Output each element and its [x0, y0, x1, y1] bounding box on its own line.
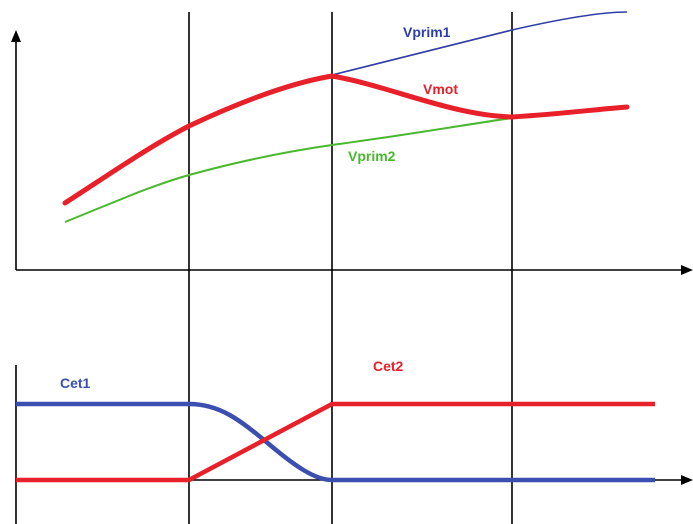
cet1-curve [16, 401, 655, 483]
vprim2-label: Vprim2 [348, 148, 396, 164]
vmot-curve [62, 73, 630, 206]
cet2-curve [16, 401, 655, 483]
vprim1-label: Vprim1 [403, 24, 451, 40]
vprim1-curve [331, 11, 628, 76]
vprim2-curve [64, 107, 628, 223]
top-x-axis-arrow [681, 265, 693, 275]
cet2-label: Cet2 [373, 358, 404, 374]
bottom-x-axis-arrow [681, 475, 693, 485]
cet1-label: Cet1 [60, 375, 91, 391]
top-y-axis-arrow [11, 30, 21, 42]
vmot-label: Vmot [423, 81, 458, 97]
